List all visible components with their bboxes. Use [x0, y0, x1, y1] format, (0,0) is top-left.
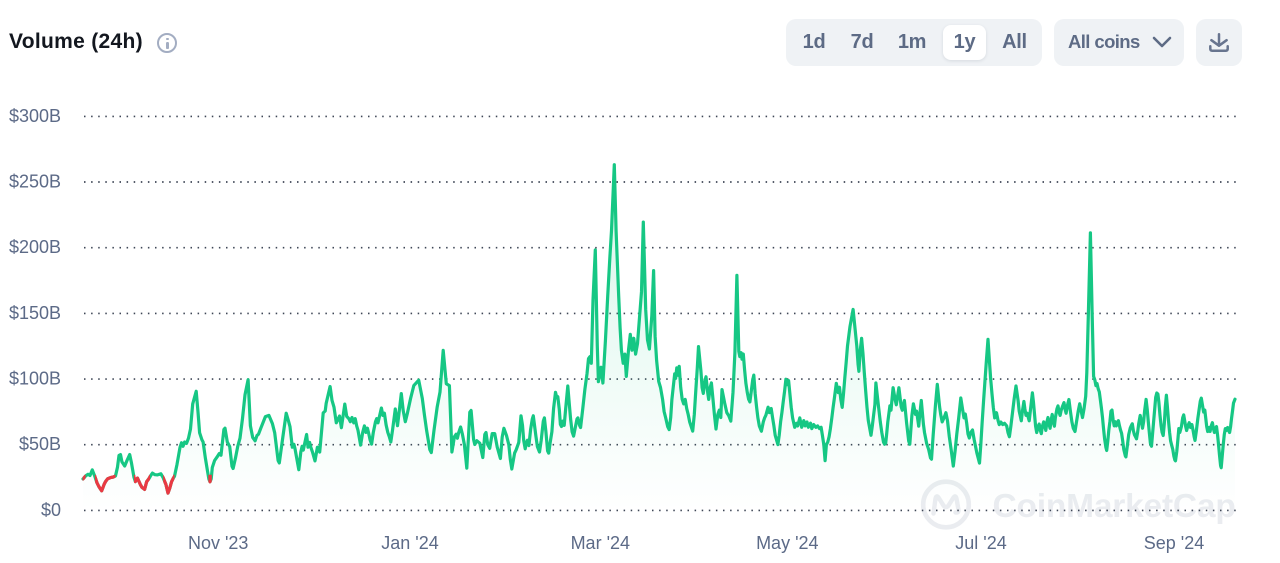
svg-text:$100B: $100B — [9, 369, 61, 389]
svg-text:$250B: $250B — [9, 172, 61, 192]
svg-text:Jan '24: Jan '24 — [381, 533, 438, 553]
svg-text:$0: $0 — [41, 500, 61, 520]
svg-text:$300B: $300B — [9, 106, 61, 126]
svg-text:Sep '24: Sep '24 — [1144, 533, 1205, 553]
svg-text:Mar '24: Mar '24 — [571, 533, 630, 553]
svg-text:$50B: $50B — [19, 434, 61, 454]
svg-text:Nov '23: Nov '23 — [188, 533, 248, 553]
svg-text:Jul '24: Jul '24 — [955, 533, 1006, 553]
svg-text:$200B: $200B — [9, 237, 61, 257]
svg-text:May '24: May '24 — [756, 533, 818, 553]
svg-text:$150B: $150B — [9, 303, 61, 323]
